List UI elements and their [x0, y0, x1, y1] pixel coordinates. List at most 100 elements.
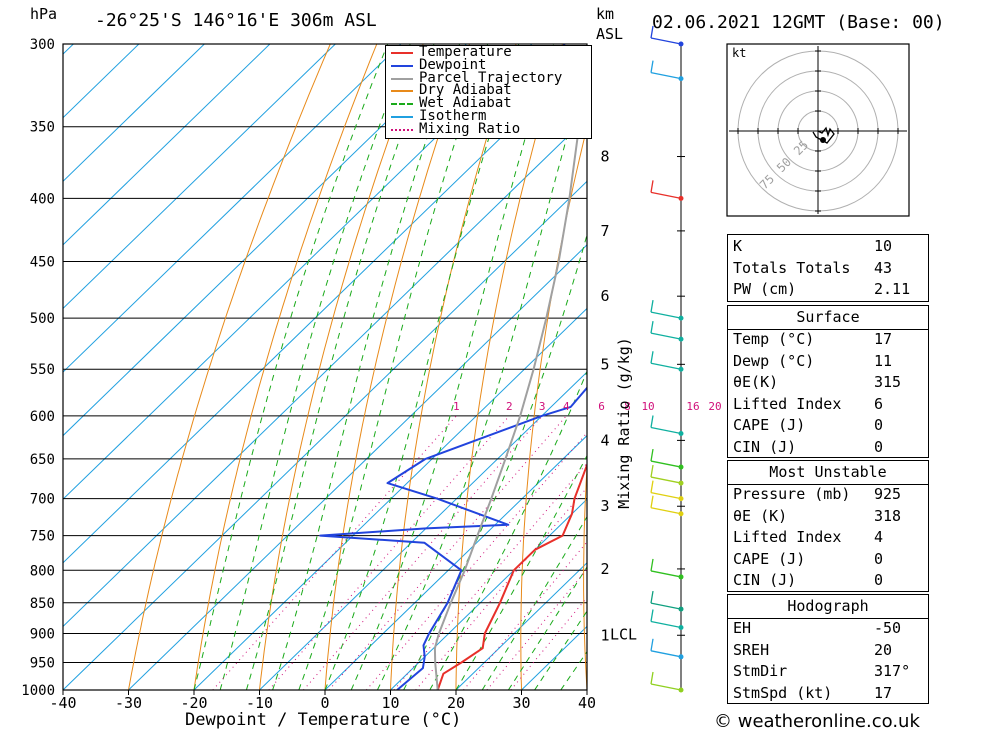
- wind-barb: [650, 620, 682, 629]
- legend-label: Wet Adiabat: [419, 95, 512, 112]
- mixing-ratio-axis-label: Mixing Ratio (g/kg): [615, 337, 633, 509]
- wind-barb-dot: [678, 336, 684, 342]
- wind-barb-flag: [650, 495, 654, 508]
- mixing-ratio-label: 6: [598, 400, 605, 413]
- wind-barb-flag: [650, 480, 654, 493]
- index-value: 20: [874, 640, 893, 659]
- index-value: -50: [874, 619, 902, 637]
- wind-barb-dot: [678, 76, 684, 82]
- index-value: 317°: [874, 662, 911, 680]
- pressure-tick-label: 700: [30, 492, 55, 508]
- wind-barb-flag: [650, 299, 654, 313]
- x-tick-label: 20: [447, 694, 465, 712]
- index-key: CIN (J): [733, 571, 797, 589]
- wet-adiabat-line: [403, 233, 587, 690]
- location-title: -26°25'S 146°16'E 306m ASL: [95, 10, 377, 31]
- wet-adiabat-line: [245, 44, 435, 690]
- wind-barb: [650, 332, 682, 340]
- wind-barb-flag: [650, 180, 654, 193]
- isotherm-line: [63, 44, 402, 373]
- index-value: 0: [874, 437, 884, 456]
- dry-adiabat-line: [455, 44, 563, 690]
- hodograph-storm-motion: [820, 137, 826, 143]
- index-row: EH -50: [728, 619, 928, 640]
- legend-swatch: [391, 116, 413, 118]
- wind-barb-flag: [650, 638, 654, 651]
- pressure-tick-label: 350: [30, 120, 55, 136]
- surface-panel: Surface Temp (°C) 17 Dewp (°C) 11 θE(K) 315 Lif…: [727, 305, 929, 458]
- mixing-ratio-line: [463, 541, 587, 690]
- panel-divider: [728, 329, 928, 330]
- isotherm-line: [324, 434, 587, 690]
- pressure-tick-label: 500: [30, 311, 55, 327]
- index-row: SREH 20: [728, 641, 928, 662]
- index-row: Pressure (mb) 925: [728, 485, 928, 506]
- asl-label: ASL: [596, 25, 624, 43]
- wind-barb-dot: [678, 606, 684, 612]
- wind-barb-dot: [678, 431, 684, 437]
- legend-label: Dry Adiabat: [419, 82, 512, 99]
- index-row: CAPE (J) 0: [728, 550, 928, 571]
- mixing-ratio-label: 3: [539, 400, 546, 413]
- pressure-tick-label: 300: [30, 37, 55, 53]
- wind-barb: [650, 37, 682, 45]
- index-key: Totals Totals: [733, 258, 851, 277]
- index-key: CAPE (J): [733, 416, 806, 434]
- wind-barb: [650, 71, 682, 80]
- index-row: CIN (J) 0: [728, 438, 928, 459]
- index-key: StmSpd (kt): [733, 683, 833, 702]
- isotherm-line: [390, 498, 587, 690]
- isotherm-line: [259, 371, 587, 690]
- wind-barb-flag: [650, 464, 654, 478]
- dry-adiabat-line: [583, 458, 587, 690]
- wet-adiabat-line: [481, 515, 587, 690]
- most-unstable-panel: Most Unstable Pressure (mb) 925 θE (K) 318 Li…: [727, 460, 929, 592]
- panel-title: Hodograph: [728, 597, 928, 618]
- wind-barb-dot: [678, 496, 684, 502]
- wet-adiabat-line: [429, 370, 587, 690]
- wind-barb: [650, 311, 682, 319]
- index-key: SREH: [733, 640, 770, 659]
- index-value: 4: [874, 528, 884, 546]
- wind-barb: [650, 476, 682, 484]
- mixing-ratio-label: 2: [506, 400, 513, 413]
- pressure-tick-label: 450: [30, 255, 55, 271]
- mixing-ratio-line: [393, 462, 587, 690]
- isotherm-line: [63, 180, 587, 690]
- wind-barb: [650, 460, 682, 468]
- index-value: 318: [874, 506, 902, 525]
- wet-adiabat-line: [455, 454, 587, 690]
- legend: Temperature Dewpoint Parcel Trajectory Dry …: [385, 45, 592, 139]
- index-key: Dewp (°C): [733, 351, 815, 370]
- wind-barb-dot: [678, 480, 684, 486]
- wind-barb-dot: [678, 511, 684, 517]
- wind-barb-flag: [650, 448, 654, 462]
- index-key: Pressure (mb): [733, 485, 851, 503]
- wind-barb-flag: [650, 590, 654, 604]
- legend-swatch: [391, 103, 413, 106]
- legend-swatch: [391, 52, 413, 54]
- mixing-ratio-label: 4: [563, 400, 570, 413]
- hodograph-unit-label: kt: [732, 46, 746, 60]
- pressure-tick-label: 650: [30, 452, 55, 468]
- index-key: CIN (J): [733, 437, 797, 456]
- wind-barb: [650, 650, 682, 658]
- panel-title-text: Hodograph: [787, 597, 869, 615]
- pressure-tick-label: 600: [30, 409, 55, 425]
- wind-barb: [650, 507, 682, 515]
- index-row: StmDir 317°: [728, 662, 928, 683]
- mixing-ratio-label: 20: [708, 400, 721, 413]
- wind-barb-dot: [678, 41, 684, 47]
- wind-barb-dot: [678, 366, 684, 372]
- credit-label[interactable]: © weatheronline.co.uk: [714, 711, 920, 732]
- x-tick-label: 30: [512, 694, 530, 712]
- x-axis-title: Dewpoint / Temperature (°C): [185, 710, 462, 730]
- dry-adiabat-line: [324, 44, 471, 690]
- hodograph-panel: Hodograph EH -50 SREH 20 StmDir 317° StmSpd (kt…: [727, 594, 929, 704]
- mixing-ratio-label: 8: [624, 400, 631, 413]
- legend-entry: Temperature: [386, 45, 591, 59]
- pressure-tick-label: 900: [30, 626, 55, 642]
- wet-adiabat-line: [507, 566, 587, 690]
- legend-entry: Parcel Trajectory: [386, 71, 591, 85]
- isotherm-line: [455, 562, 587, 690]
